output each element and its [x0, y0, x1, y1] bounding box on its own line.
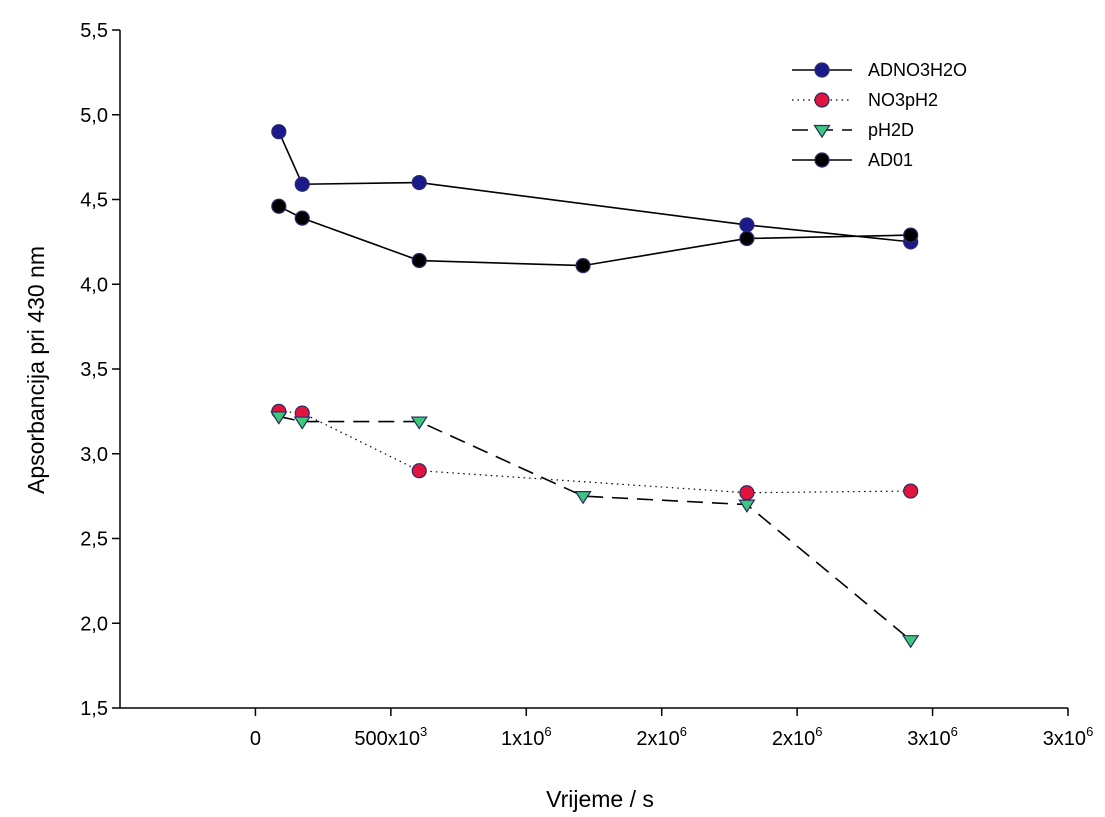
- y-tick-label: 2,0: [80, 613, 108, 635]
- series-line: [278, 131, 911, 243]
- data-point: [271, 198, 287, 214]
- series-pH2D: [270, 411, 920, 649]
- y-tick-label: 4,5: [80, 190, 108, 212]
- series-AD01: [271, 198, 919, 274]
- data-point: [739, 230, 755, 247]
- y-ticks: 1,5 2,0 2,5 3,0 3,5 4,0 4,5 5,0 5,5: [80, 20, 120, 720]
- x-tick-label: 1x106: [501, 724, 552, 750]
- data-point: [270, 411, 288, 425]
- x-tick-label: 2x106: [636, 724, 687, 750]
- legend: ADNO3H2O NO3pH2 pH2D AD01: [792, 60, 967, 170]
- data-point: [294, 210, 310, 226]
- data-point: [738, 499, 756, 513]
- y-tick-label: 3,5: [80, 359, 108, 381]
- data-point: [575, 258, 591, 274]
- data-point: [739, 217, 755, 233]
- data-point: [293, 416, 311, 430]
- series-NO3pH2: [271, 403, 919, 501]
- legend-label: AD01: [868, 150, 913, 170]
- legend-item: AD01: [792, 150, 913, 170]
- data-point: [411, 174, 427, 191]
- series-line: [278, 410, 911, 494]
- x-tick-label: 500x103: [354, 724, 427, 750]
- x-tick-label: 3x106: [1043, 724, 1094, 750]
- series-layer: [270, 124, 920, 649]
- legend-label: pH2D: [868, 120, 914, 140]
- y-tick-label: 1,5: [80, 698, 108, 720]
- legend-marker: [814, 62, 830, 78]
- legend-marker: [813, 124, 831, 139]
- legend-label: ADNO3H2O: [868, 60, 967, 80]
- data-point: [902, 635, 920, 649]
- legend-item: pH2D: [792, 120, 914, 140]
- data-point: [294, 176, 310, 192]
- series-ADNO3H2O: [271, 124, 919, 250]
- data-point: [410, 416, 428, 430]
- axes: [119, 30, 1068, 709]
- data-point: [903, 483, 919, 499]
- y-tick-label: 2,5: [80, 529, 108, 551]
- x-tick-label: 3x106: [907, 724, 958, 750]
- data-point: [739, 485, 755, 501]
- data-point: [574, 491, 592, 505]
- y-tick-label: 4,0: [80, 274, 108, 296]
- y-tick-label: 5,5: [80, 20, 108, 42]
- data-point: [271, 124, 287, 140]
- data-point: [903, 227, 919, 243]
- y-tick-label: 5,0: [80, 105, 108, 127]
- series-line: [278, 205, 911, 267]
- y-tick-label: 3,0: [80, 444, 108, 466]
- legend-item: NO3pH2: [792, 90, 938, 110]
- y-axis-title: Apsorbancija pri 430 nm: [23, 246, 49, 494]
- data-point: [411, 463, 427, 479]
- legend-marker: [814, 152, 830, 168]
- legend-label: NO3pH2: [868, 90, 938, 110]
- x-axis-title: Vrijeme / s: [546, 786, 654, 812]
- legend-marker: [814, 92, 830, 108]
- x-tick-label: 2x106: [772, 724, 823, 750]
- data-point: [411, 252, 427, 269]
- x-tick-label: 0: [250, 728, 261, 750]
- x-ticks: 0 500x103 1x106 2x106 2x106 3x106 3x106: [250, 708, 1093, 750]
- series-line: [278, 415, 912, 641]
- legend-item: ADNO3H2O: [792, 60, 967, 80]
